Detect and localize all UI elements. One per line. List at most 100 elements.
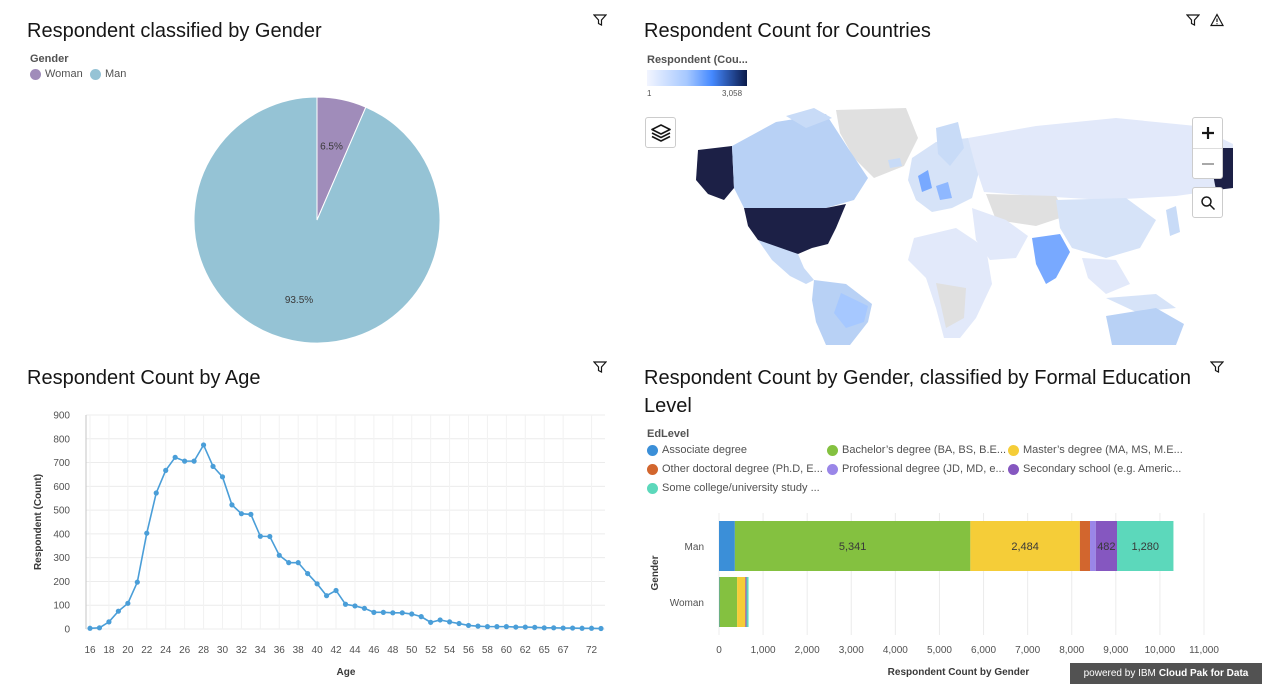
age-data-point[interactable] bbox=[248, 511, 254, 517]
age-data-point[interactable] bbox=[484, 624, 491, 630]
age-data-point[interactable] bbox=[446, 619, 453, 625]
legend-item-secondary-school-e-g-americ[interactable]: Secondary school (e.g. Americ... bbox=[1008, 463, 1181, 475]
legend-item-man[interactable]: Man bbox=[90, 68, 126, 80]
age-data-point[interactable] bbox=[399, 610, 405, 616]
age-data-point[interactable] bbox=[210, 463, 216, 469]
age-data-point[interactable] bbox=[475, 623, 481, 629]
bar-segment-woman-some-college-university-study[interactable] bbox=[746, 577, 749, 627]
age-data-point[interactable] bbox=[305, 570, 311, 577]
age-data-point[interactable] bbox=[134, 579, 140, 585]
legend-item-master-s-degree-ma-ms-m-e[interactable]: Master’s degree (MA, MS, M.E... bbox=[1008, 444, 1183, 456]
age-data-point[interactable] bbox=[323, 593, 330, 599]
map-region-central-africa[interactable] bbox=[936, 283, 966, 328]
age-data-point[interactable] bbox=[465, 622, 472, 629]
pie-slice-man[interactable] bbox=[193, 96, 441, 344]
age-data-point[interactable] bbox=[361, 605, 368, 611]
map-region-brazil[interactable] bbox=[834, 293, 868, 328]
age-data-point[interactable] bbox=[96, 625, 103, 631]
age-data-point[interactable] bbox=[182, 458, 188, 464]
map-region-europe[interactable] bbox=[908, 138, 980, 212]
age-data-point[interactable] bbox=[191, 458, 197, 464]
bar-segment-woman-secondary-school-e-g-americ[interactable] bbox=[745, 577, 747, 627]
legend-item-bachelor-s-degree-ba-bs-b-e[interactable]: Bachelor’s degree (BA, BS, B.E... bbox=[827, 444, 1006, 456]
age-data-point[interactable] bbox=[238, 511, 245, 517]
age-data-point[interactable] bbox=[570, 625, 576, 631]
age-data-point[interactable] bbox=[153, 490, 159, 496]
age-data-point[interactable] bbox=[522, 624, 528, 630]
legend-item-other-doctoral-degree-ph-d-e[interactable]: Other doctoral degree (Ph.D, E... bbox=[647, 463, 823, 475]
age-data-point[interactable] bbox=[380, 609, 386, 615]
age-data-point[interactable] bbox=[87, 625, 93, 631]
filter-icon[interactable] bbox=[1186, 13, 1200, 27]
bar-segment-man-some-college-university-study[interactable] bbox=[1117, 521, 1174, 571]
map-region-germany[interactable] bbox=[936, 182, 952, 200]
map-region-uk[interactable] bbox=[918, 170, 932, 192]
zoom-out-button[interactable] bbox=[1193, 149, 1222, 178]
age-data-point[interactable] bbox=[172, 454, 178, 460]
map-search-button[interactable] bbox=[1192, 187, 1223, 218]
legend-item-professional-degree-jd-md-e[interactable]: Professional degree (JD, MD, e... bbox=[827, 463, 1005, 475]
filter-icon[interactable] bbox=[1210, 360, 1224, 374]
age-data-point[interactable] bbox=[106, 619, 112, 625]
age-data-point[interactable] bbox=[371, 609, 377, 615]
map-region-mexico[interactable] bbox=[758, 240, 814, 284]
age-data-point[interactable] bbox=[200, 442, 207, 448]
powered-by-badge[interactable]: powered by IBM Cloud Pak for Data bbox=[1070, 663, 1262, 684]
age-data-point[interactable] bbox=[437, 617, 443, 623]
legend-item-some-college-university-study[interactable]: Some college/university study ... bbox=[647, 482, 820, 494]
bar-segment-man-associate-degree[interactable] bbox=[719, 521, 735, 571]
age-data-point[interactable] bbox=[551, 625, 557, 631]
age-data-point[interactable] bbox=[541, 625, 547, 631]
age-data-point[interactable] bbox=[257, 533, 263, 539]
map-region-indonesia[interactable] bbox=[1106, 294, 1176, 312]
age-data-point[interactable] bbox=[352, 603, 358, 609]
age-data-point[interactable] bbox=[276, 552, 282, 558]
bar-segment-man-professional-degree-jd-md-e[interactable] bbox=[1090, 521, 1096, 571]
age-data-point[interactable] bbox=[588, 625, 595, 631]
map-region-india[interactable] bbox=[1032, 234, 1070, 284]
bar-segment-man-secondary-school-e-g-americ[interactable] bbox=[1095, 521, 1118, 571]
age-data-point[interactable] bbox=[229, 502, 235, 508]
age-data-point[interactable] bbox=[418, 614, 424, 620]
bar-segment-woman-other-doctoral-degree-ph-d-e[interactable] bbox=[745, 577, 746, 627]
age-data-point[interactable] bbox=[456, 620, 462, 627]
map-region-canada[interactable] bbox=[732, 114, 868, 210]
age-data-point[interactable] bbox=[125, 600, 131, 606]
map-region-china[interactable] bbox=[1056, 198, 1156, 258]
map-region-australia[interactable] bbox=[1106, 308, 1184, 345]
age-data-point[interactable] bbox=[333, 587, 339, 594]
zoom-in-button[interactable] bbox=[1193, 118, 1222, 149]
map-region-iceland[interactable] bbox=[888, 158, 902, 168]
filter-icon[interactable] bbox=[593, 360, 607, 374]
warning-icon[interactable] bbox=[1210, 13, 1224, 27]
layers-button[interactable] bbox=[645, 117, 676, 148]
map-region-alaska[interactable] bbox=[696, 146, 734, 200]
map-region-central-asia[interactable] bbox=[986, 194, 1066, 226]
age-data-point[interactable] bbox=[428, 619, 434, 625]
map-region-scandinavia[interactable] bbox=[936, 122, 964, 166]
age-data-point[interactable] bbox=[267, 533, 273, 540]
age-data-point[interactable] bbox=[314, 581, 320, 587]
bar-segment-man-master-s-degree-ma-ms-m-e[interactable] bbox=[970, 521, 1080, 571]
age-data-point[interactable] bbox=[144, 530, 150, 536]
map-region-middle-east[interactable] bbox=[972, 208, 1028, 260]
bar-segment-man-other-doctoral-degree-ph-d-e[interactable] bbox=[1079, 521, 1091, 571]
age-data-point[interactable] bbox=[390, 610, 396, 616]
map-region-africa[interactable] bbox=[908, 228, 992, 338]
map-region-usa[interactable] bbox=[744, 204, 846, 254]
legend-item-woman[interactable]: Woman bbox=[30, 68, 83, 80]
legend-item-associate-degree[interactable]: Associate degree bbox=[647, 444, 747, 456]
map-region-russia[interactable] bbox=[968, 118, 1233, 200]
age-data-point[interactable] bbox=[579, 625, 585, 631]
map-region-se-asia[interactable] bbox=[1082, 258, 1130, 294]
age-data-point[interactable] bbox=[163, 467, 169, 474]
age-data-point[interactable] bbox=[115, 608, 121, 614]
age-data-point[interactable] bbox=[503, 624, 509, 630]
age-data-point[interactable] bbox=[598, 625, 604, 632]
age-data-point[interactable] bbox=[532, 624, 538, 630]
map-region-japan[interactable] bbox=[1166, 206, 1180, 236]
world-map[interactable] bbox=[636, 108, 1233, 345]
age-data-point[interactable] bbox=[560, 625, 566, 631]
age-data-point[interactable] bbox=[286, 560, 292, 566]
age-data-point[interactable] bbox=[295, 560, 301, 566]
